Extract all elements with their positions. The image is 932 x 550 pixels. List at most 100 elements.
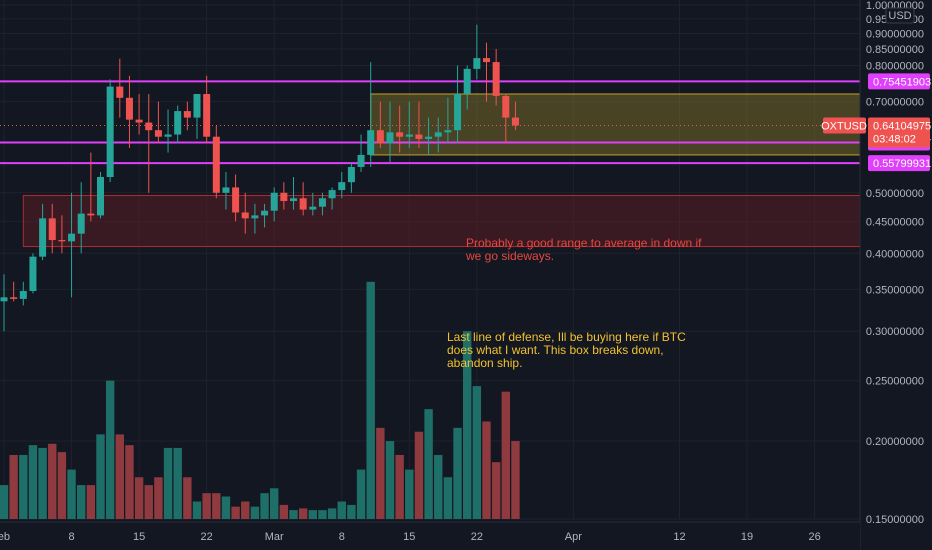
candle-body[interactable] — [58, 240, 66, 242]
defense-note-text: Last line of defense, Ill be buying here… — [447, 330, 686, 344]
defense-note-text: abandon ship. — [447, 356, 522, 370]
volume-bar — [86, 485, 96, 519]
candle-body[interactable] — [280, 192, 288, 202]
candle-body[interactable] — [328, 190, 336, 199]
candle-body[interactable] — [135, 119, 143, 123]
candle-body[interactable] — [261, 210, 269, 216]
candle-body[interactable] — [357, 154, 365, 167]
volume-bar — [48, 443, 57, 519]
price-tick-label: 0.30000000 — [866, 326, 924, 338]
candle-body[interactable] — [425, 136, 433, 139]
volume-bar — [19, 454, 28, 519]
candle-body[interactable] — [116, 86, 124, 98]
volume-bar — [376, 427, 385, 519]
volume-bar — [144, 485, 153, 519]
candle-body[interactable] — [299, 198, 307, 210]
candle-body[interactable] — [386, 132, 394, 144]
candle-body[interactable] — [511, 117, 519, 126]
volume-bar — [511, 441, 520, 519]
candle-body[interactable] — [203, 94, 211, 137]
candle-body[interactable] — [0, 297, 8, 302]
candle-body[interactable] — [367, 130, 375, 155]
candle-body[interactable] — [87, 213, 95, 216]
candle-body[interactable] — [290, 198, 297, 202]
volume-bar — [0, 485, 9, 519]
candle-body[interactable] — [251, 215, 259, 219]
candle-body[interactable] — [48, 218, 56, 241]
volume-bar — [212, 493, 221, 519]
candle-body[interactable] — [19, 290, 27, 299]
candle-body[interactable] — [338, 182, 346, 191]
volume-bar — [405, 469, 414, 519]
candle-body[interactable] — [473, 58, 481, 69]
time-tick-label: Feb — [0, 531, 10, 543]
level-price-tag — [868, 73, 930, 90]
candle-body[interactable] — [318, 198, 326, 207]
range-box[interactable] — [370, 93, 861, 156]
candle-body[interactable] — [502, 95, 510, 118]
volume-bar — [202, 493, 211, 519]
candle-body[interactable] — [174, 111, 182, 135]
defense-box[interactable] — [22, 195, 861, 248]
candle-body[interactable] — [193, 94, 201, 118]
symbol-tag — [823, 117, 866, 134]
volume-bar — [241, 501, 250, 519]
volume-bar — [96, 434, 105, 519]
candle-body[interactable] — [454, 94, 462, 131]
volume-bar — [173, 447, 182, 519]
candle-body[interactable] — [415, 134, 423, 139]
candle-body[interactable] — [154, 130, 162, 137]
candle-body[interactable] — [309, 206, 317, 210]
range-note-text: Probably a good range to average in down… — [466, 236, 702, 250]
candle-body[interactable] — [222, 187, 230, 193]
volume-bar — [28, 445, 38, 519]
volume-bar — [163, 447, 173, 519]
candle-body[interactable] — [347, 166, 355, 183]
volume-bar — [414, 431, 424, 519]
price-axis-panel — [860, 0, 932, 550]
candle-body[interactable] — [39, 218, 47, 257]
price-tick-label: 0.50000000 — [866, 188, 924, 200]
candle-body[interactable] — [270, 192, 278, 211]
volume-bar — [385, 441, 395, 519]
candle-body[interactable] — [145, 122, 153, 131]
candle-body[interactable] — [376, 130, 384, 144]
candle-body[interactable] — [10, 297, 18, 299]
candle-body[interactable] — [164, 134, 172, 137]
price-tick-label: 0.15000000 — [866, 514, 924, 526]
candle-body[interactable] — [492, 62, 500, 96]
candle-body[interactable] — [183, 111, 191, 118]
candle-body[interactable] — [396, 132, 404, 137]
candle-body[interactable] — [212, 136, 220, 193]
volume-bar — [105, 380, 115, 519]
time-tick-label: 8 — [339, 531, 345, 543]
price-tick-label: 0.20000000 — [866, 436, 924, 448]
candle-body[interactable] — [241, 212, 249, 219]
candle-body[interactable] — [405, 134, 413, 137]
volume-bar — [366, 281, 375, 519]
candle-body[interactable] — [29, 256, 37, 291]
volume-bar — [395, 454, 404, 519]
volume-bar — [491, 462, 501, 519]
volume-bar — [443, 477, 453, 519]
candle-body[interactable] — [434, 132, 442, 137]
candle-body[interactable] — [444, 130, 452, 133]
time-tick-label: 19 — [741, 531, 753, 543]
candle-body[interactable] — [232, 187, 240, 213]
volume-bar — [250, 506, 260, 519]
candle-body[interactable] — [463, 68, 471, 95]
volume-bar — [221, 496, 231, 519]
candle-body[interactable] — [106, 86, 114, 178]
volume-bar — [424, 409, 433, 519]
time-tick-label: Mar — [265, 531, 284, 543]
candle-body[interactable] — [77, 213, 85, 234]
candle-body[interactable] — [97, 177, 104, 216]
volume-bar — [260, 493, 269, 519]
candle-body[interactable] — [68, 233, 76, 242]
candle-body[interactable] — [125, 97, 133, 120]
price-tick-label: 0.70000000 — [866, 97, 924, 109]
range-note-text: we go sideways. — [465, 249, 554, 263]
volume-bar — [347, 504, 356, 519]
candle-body[interactable] — [483, 58, 490, 63]
